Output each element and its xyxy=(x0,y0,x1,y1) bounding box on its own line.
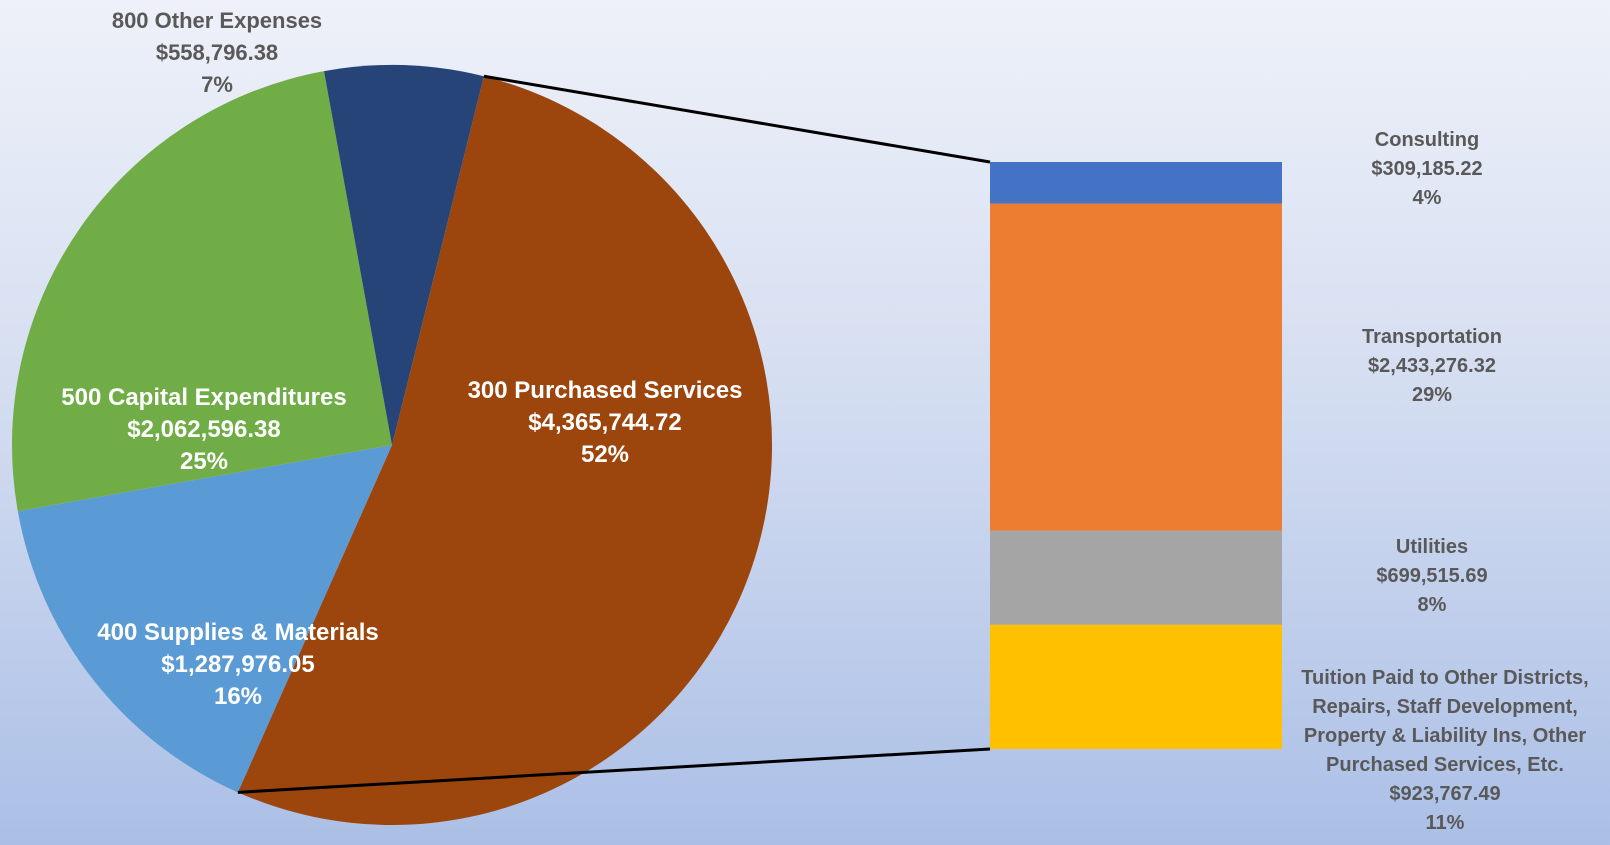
bar-segment-transportation xyxy=(990,203,1282,531)
pie-slice-supplies xyxy=(17,445,392,793)
pie-to-bar-connectors xyxy=(237,74,991,794)
bar-segment-consulting xyxy=(990,162,1282,204)
bar-segment-tuition xyxy=(990,624,1282,749)
bar-segment-utilities xyxy=(990,530,1282,625)
pie xyxy=(12,65,773,826)
breakdown-bar xyxy=(990,162,1282,749)
pie-slice-capital xyxy=(12,71,392,512)
bar-label-utilities: Utilities $699,515.69 8% xyxy=(1376,536,1487,616)
bar-label-transportation: Transportation $2,433,276.32 29% xyxy=(1362,326,1502,406)
data-labels: 300 Purchased Services $4,365,744.72 52% 40… xyxy=(61,8,1588,834)
pie-label-other: 800 Other Expenses $558,796.38 7% xyxy=(112,8,322,97)
connector-line-top xyxy=(483,74,991,164)
pie-label-supplies: 400 Supplies & Materials $1,287,976.05 16% xyxy=(97,619,378,710)
pie-slice-purchased_services xyxy=(237,76,773,826)
pie-label-capital: 500 Capital Expenditures $2,062,596.38 25% xyxy=(61,384,346,475)
connector-line-bottom xyxy=(237,747,991,794)
bar-label-consulting: Consulting $309,185.22 4% xyxy=(1371,129,1482,209)
pie-label-purchased_services: 300 Purchased Services $4,365,744.72 52% xyxy=(468,377,743,468)
bar-label-tuition: Tuition Paid to Other Districts, Repairs,… xyxy=(1301,667,1588,834)
pie-slice-other xyxy=(323,65,484,446)
